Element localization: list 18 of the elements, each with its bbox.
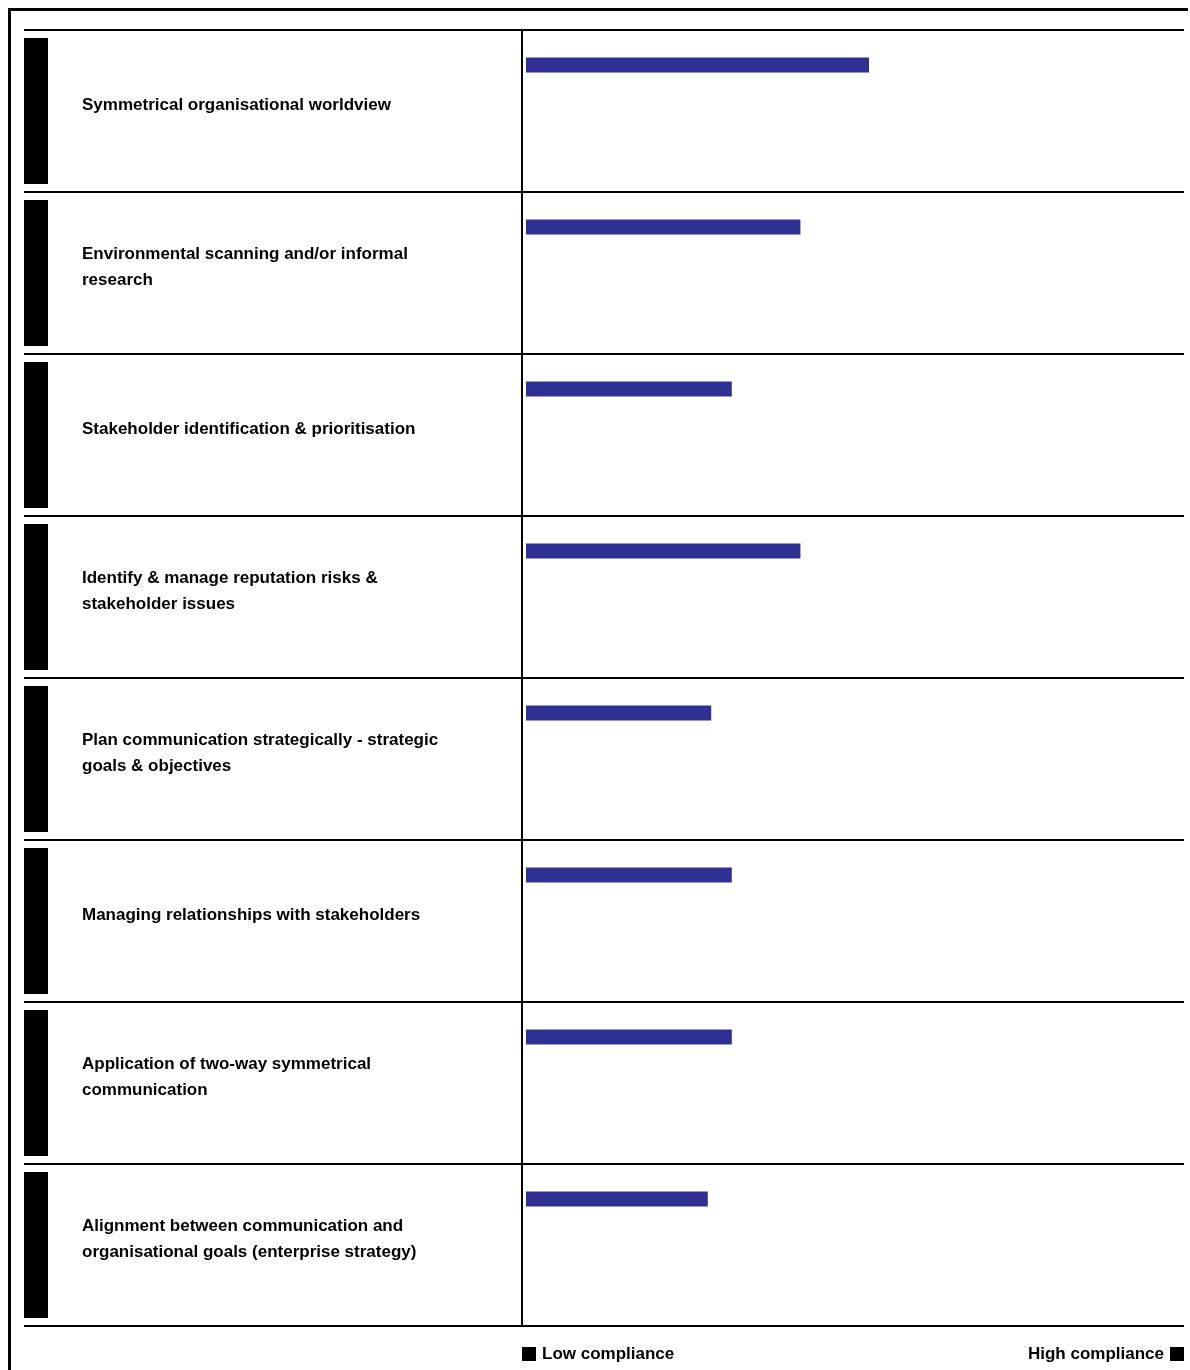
bar (526, 381, 732, 397)
y-tick-label: Symmetrical organisational worldview (82, 95, 392, 115)
bar (526, 705, 712, 721)
text: Low compliance (542, 1344, 675, 1364)
bar (526, 1029, 732, 1045)
bar (526, 543, 801, 559)
bar (526, 867, 732, 883)
bar (526, 219, 801, 235)
bar (526, 1191, 708, 1207)
y-tick-label: Identify & manage reputation risks & stakeholder issues (82, 568, 378, 614)
y-tick-label: Plan communication strategically - strategic goals & objectives (82, 730, 439, 776)
y-tick-label: Application of two-way symmetrical communication (82, 1054, 372, 1100)
y-tick-label: Environmental scanning and/or informal research (82, 244, 408, 290)
y-tick-label: Alignment between communication and organisational goals (enterprise strategy) (82, 1216, 417, 1262)
bar (526, 57, 870, 73)
y-tick-label: Stakeholder identification & prioritisation (82, 419, 416, 439)
y-tick-label: Managing relationships with stakeholders (82, 905, 421, 925)
text: High compliance (1027, 1344, 1164, 1364)
